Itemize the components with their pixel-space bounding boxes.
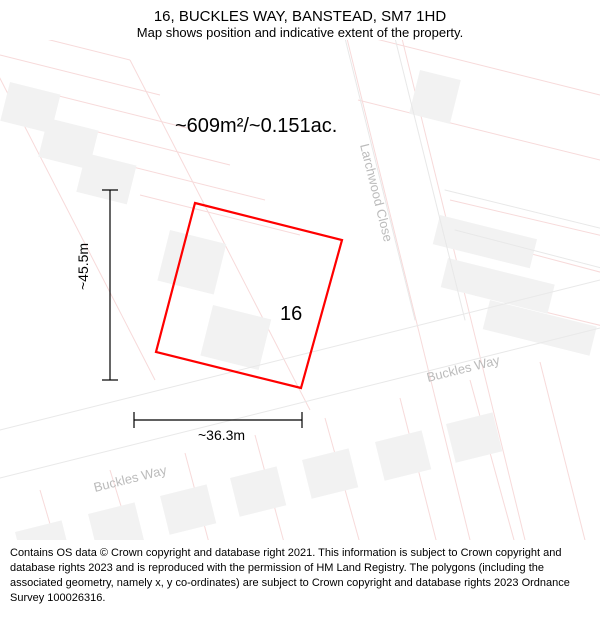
attribution-footer: Contains OS data © Crown copyright and d… [0, 540, 600, 613]
area-label: ~609m²/~0.151ac. [175, 115, 337, 137]
header: 16, BUCKLES WAY, BANSTEAD, SM7 1HD Map s… [0, 0, 600, 40]
house-number: 16 [280, 303, 302, 325]
width-dimension: ~36.3m [198, 427, 245, 443]
page-subtitle: Map shows position and indicative extent… [0, 25, 600, 40]
height-dimension: ~45.5m [75, 243, 91, 290]
page-title: 16, BUCKLES WAY, BANSTEAD, SM7 1HD [0, 8, 600, 25]
map-canvas: Buckles WayBuckles WayLarchwood Close16~… [0, 40, 600, 540]
